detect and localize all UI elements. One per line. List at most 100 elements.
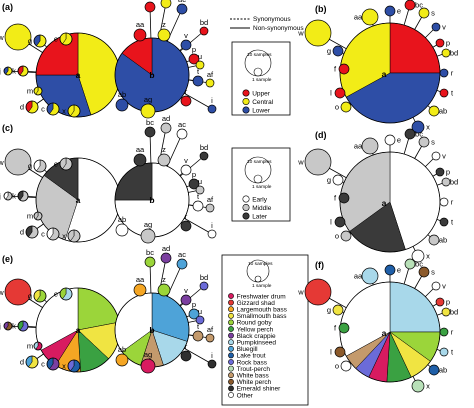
haplotype-node-u [195,60,205,70]
haplotype-label: o [335,232,339,241]
haplotype-node-bc-slice [144,126,156,138]
haplotype-label: f [334,65,337,74]
legend-swatch [228,385,234,392]
haplotype-node-z [157,153,171,167]
haplotype-node-u [195,185,205,195]
haplotype-label: bc [146,248,154,257]
haplotype-label: ab [118,215,126,224]
legend-label: Gizzard shad [237,300,276,307]
haplotype-label: v [442,152,446,161]
haplotype-label: aa [136,275,145,284]
haplotype-node-r [439,327,449,337]
haplotype-node-bc [404,258,416,270]
haplotype-node-aa-slice [361,267,379,285]
haplotype-label: d [20,358,24,367]
haplotype-label: f [334,194,337,203]
haplotype-node-v [431,22,441,32]
haplotype-label: a [76,70,81,80]
legend-swatch [228,359,234,365]
haplotype-node-r [439,197,449,207]
haplotype-label: ac [178,250,186,259]
haplotype-label: r [451,198,454,207]
haplotype-node-l-slice [334,216,346,228]
haplotype-node-p-slice [435,167,445,177]
haplotype-node-ag [140,103,156,119]
haplotype-label: l [330,218,332,227]
legend-swatch [242,195,250,203]
haplotype-node-v [180,294,192,306]
haplotype-node-e [59,287,73,301]
size-key-large-label: 10 samples [247,159,272,165]
haplotype-label: bd [200,143,208,152]
haplotype-node-e [384,5,396,17]
haplotype-node-bc [404,128,416,140]
haplotype-label: e [397,7,401,16]
haplotype-node-p-slice [435,38,445,48]
haplotype-node-ag-slice [140,103,156,119]
haplotype-label: l [330,89,332,98]
haplotype-label: bd [200,273,208,282]
haplotype-node-m [33,341,43,351]
haplotype-label: u [198,177,202,186]
haplotype-node-p [435,38,445,48]
haplotype-node-w-slice [304,148,332,176]
network-panel-c: wgekjmdcxaazvputragabbcadacbdafiab [0,114,217,244]
haplotype-node-p [188,178,200,190]
haplotype-label: b [149,325,154,335]
haplotype-node-w [4,148,32,176]
haplotype-node-v-slice [431,151,441,161]
haplotype-label: bc [415,1,423,10]
haplotype-node-r [439,68,449,78]
haplotype-label: t [197,67,200,76]
haplotype-node-ab [428,364,440,376]
haplotype-label: r [185,87,188,96]
legend-label: Freshwater drum [237,293,286,300]
haplotype-node-p-slice [188,178,200,190]
haplotype-label: g [327,306,331,315]
haplotype-node-v [180,39,192,51]
haplotype-label: x [62,232,66,241]
haplotype-label: t [197,322,200,331]
legend-label: Upper [252,90,271,97]
haplotype-node-s [418,266,430,278]
haplotype-node-bc-slice [404,128,416,140]
haplotype-node-b-slice [114,162,153,201]
haplotype-label: bd [450,178,458,187]
size-key-small-label: 1 sample [252,77,272,83]
haplotype-label: o [335,103,339,112]
haplotype-label: d [20,103,24,112]
haplotype-label: bd [200,18,208,27]
haplotype-label: v [184,31,188,40]
haplotype-label: j [0,67,1,76]
haplotype-node-t [192,200,204,212]
legend-swatch [228,345,234,352]
haplotype-label: t [197,192,200,201]
haplotype-label: p [192,170,196,179]
haplotype-node-aa-slice [133,28,147,42]
haplotype-label: x [426,123,430,132]
haplotype-label: aa [354,142,363,151]
haplotype-node-v-slice [431,281,441,291]
panel-label-f: (f) [315,260,324,270]
haplotype-node-m [33,211,43,221]
haplotype-node-z [157,28,171,42]
haplotype-node-aa-slice [361,8,379,26]
haplotype-node-r-slice [180,350,192,362]
legend-label: Smallmouth bass [237,313,288,320]
haplotype-node-aa-slice [133,283,147,297]
haplotype-node-bd [199,26,209,36]
size-key-large-label: 10 samples [248,261,273,267]
haplotype-node-bd [199,281,209,291]
haplotype-node-z-slice [157,28,171,42]
haplotype-node-bc-slice [404,258,416,270]
haplotype-node-x [67,229,81,243]
haplotype-label: i [211,221,213,230]
haplotype-node-r [180,350,192,362]
haplotype-node-ad-slice [160,252,172,264]
haplotype-node-w-slice [4,23,32,51]
haplotype-node-t [439,347,449,357]
haplotype-label: v [184,156,188,165]
haplotype-node-b [114,292,190,368]
legend-swatch [228,332,234,339]
